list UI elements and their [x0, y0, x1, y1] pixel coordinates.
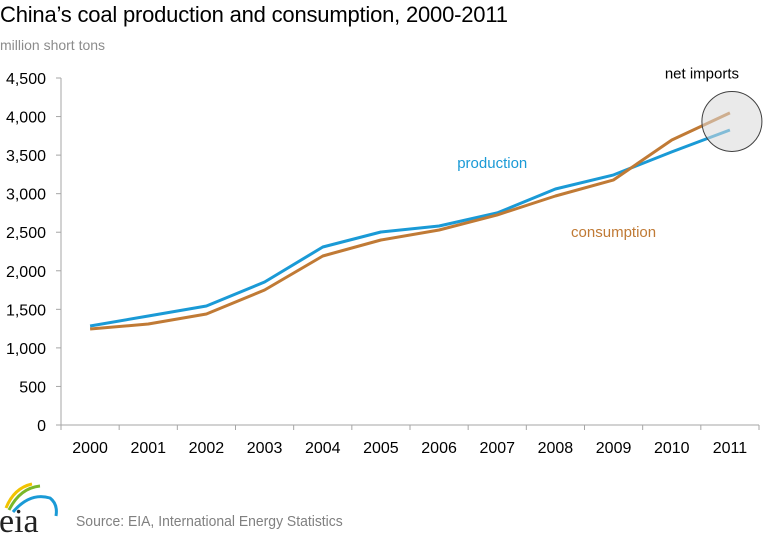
series-line-consumption	[90, 113, 730, 329]
x-tick-label: 2005	[363, 440, 399, 457]
x-tick-label: 2009	[596, 440, 632, 457]
series-lines	[90, 113, 730, 329]
chart-area: 0 500 1,000 1,500 2,000 2,500 3,000 3,500 4,000 4…	[0, 0, 770, 533]
x-tick-label: 2004	[305, 440, 341, 457]
production-annotation: production	[457, 155, 527, 172]
net-imports-annotation: net imports	[665, 65, 739, 82]
x-tick-label: 2008	[538, 440, 574, 457]
source-note: Source: EIA, International Energy Statis…	[76, 513, 343, 530]
consumption-annotation: consumption	[571, 224, 656, 241]
x-tick-label: 2007	[479, 440, 515, 457]
y-tick-label: 2,500	[6, 225, 46, 242]
y-tick-label: 3,000	[6, 187, 46, 204]
x-tick-labels: 2000 2001 2002 2003 2004 2005 2006 2007 2008 2009…	[72, 440, 747, 457]
x-tick-label: 2003	[247, 440, 283, 457]
x-tick-label: 2011	[713, 440, 748, 457]
x-tick-label: 2006	[421, 440, 457, 457]
y-tick-label: 500	[19, 379, 46, 396]
x-tick-label: 2000	[72, 440, 108, 457]
y-tick-label: 4,500	[6, 71, 46, 88]
y-tick-label: 2,000	[6, 264, 46, 281]
eia-logo: eia	[0, 478, 74, 533]
x-tick-label: 2001	[130, 440, 166, 457]
y-tick-label: 1,000	[6, 341, 46, 358]
y-tick-label: 4,000	[6, 110, 46, 127]
y-tick-label: 0	[37, 418, 46, 435]
logo-text: eia	[0, 503, 39, 533]
net-imports-circle	[702, 91, 762, 151]
y-tick-labels: 0 500 1,000 1,500 2,000 2,500 3,000 3,500 4,000 4…	[6, 71, 46, 435]
axes	[56, 78, 759, 430]
y-tick-label: 3,500	[6, 148, 46, 165]
x-tick-label: 2002	[189, 440, 225, 457]
y-tick-label: 1,500	[6, 302, 46, 319]
x-tick-label: 2010	[654, 440, 690, 457]
